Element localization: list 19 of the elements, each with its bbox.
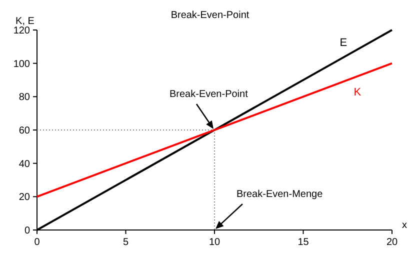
x-axis-title: x (402, 220, 407, 231)
x-tick-label: 15 (298, 237, 310, 248)
chart-title: Break-Even-Point (170, 10, 250, 21)
x-tick-label: 5 (122, 237, 129, 248)
x-tick-label: 0 (34, 237, 40, 248)
y-axis-title: K, E (16, 16, 35, 27)
annotation: Break-Even-Point (170, 89, 248, 100)
y-tick-label: 40 (18, 158, 30, 170)
y-tick-label: 80 (18, 92, 30, 104)
x-tick-label: 20 (386, 237, 398, 248)
annotation: Break-Even-Menge (236, 189, 324, 200)
y-tick-label: 60 (18, 126, 30, 136)
x-tick-label: 10 (208, 237, 220, 248)
y-tick-label: 120 (13, 26, 30, 36)
y-tick-label: 20 (18, 192, 30, 204)
series-label: E (340, 37, 348, 49)
y-tick-label: 100 (13, 58, 30, 70)
series-label: K (354, 86, 362, 98)
y-tick-label: 0 (24, 226, 30, 236)
